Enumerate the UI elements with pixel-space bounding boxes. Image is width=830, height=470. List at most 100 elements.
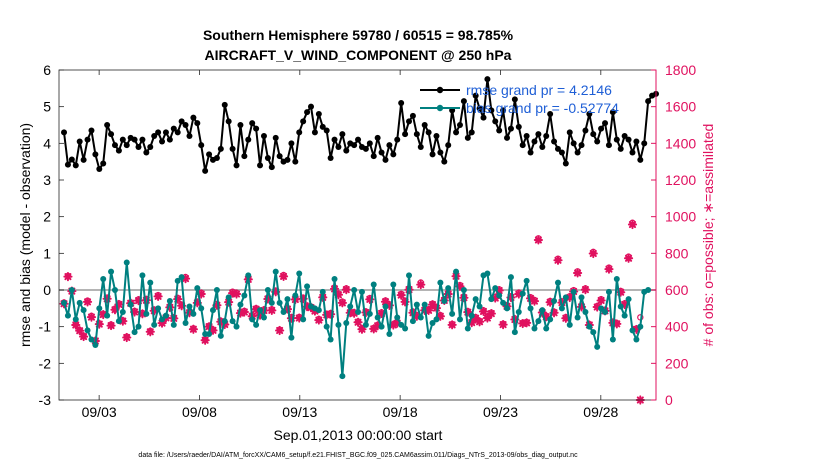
y2-tick-label: 200	[665, 355, 689, 371]
obs-assimilated-marker	[424, 305, 434, 315]
bias-marker	[80, 307, 87, 314]
obs-assimilated-marker	[384, 300, 395, 310]
bias-marker	[143, 310, 150, 317]
obs-assimilated-marker	[447, 320, 457, 330]
x-tick-label: 09/08	[182, 404, 217, 420]
rmse-marker	[119, 136, 126, 143]
obs-assimilated-marker	[380, 297, 391, 307]
rmse-marker	[402, 131, 409, 138]
rmse-marker	[406, 118, 413, 125]
rmse-marker	[76, 138, 83, 145]
obs-assimilated-marker	[525, 293, 536, 304]
bias-marker	[339, 373, 346, 380]
bias-marker	[578, 294, 585, 301]
bias-marker	[617, 303, 624, 310]
bias-marker	[92, 342, 99, 348]
bias-marker	[100, 276, 107, 282]
rmse-marker	[539, 144, 546, 150]
rmse-marker	[609, 109, 616, 116]
obs-assimilated-marker	[620, 299, 630, 310]
rmse-marker	[562, 160, 569, 167]
obs-assimilated-marker	[592, 302, 602, 312]
obs-assimilated-marker	[275, 325, 285, 336]
rmse-marker	[139, 136, 146, 143]
obs-assimilated-marker	[522, 318, 532, 328]
obs-assimilated-marker	[533, 235, 543, 245]
bias-marker	[562, 294, 569, 301]
rmse-marker	[398, 100, 405, 106]
bias-marker	[135, 323, 142, 330]
bias-marker	[272, 268, 279, 275]
rmse-marker	[92, 151, 99, 158]
bias-marker	[260, 314, 267, 321]
rmse-marker	[202, 167, 209, 174]
data-file-footer: data file: /Users/raeder/DAI/ATM_forcXX/…	[138, 452, 578, 459]
rmse-marker	[88, 127, 95, 134]
obs-assimilated-marker	[231, 289, 242, 299]
y2-tick-label: 600	[665, 282, 689, 298]
bias-marker	[421, 301, 428, 308]
y-axis-ticks: -3 -2 -1 0 1 2 3 4 5 6	[39, 62, 64, 408]
obs-assimilated-marker	[474, 317, 485, 327]
y-tick-label: 0	[43, 282, 51, 298]
y-tick-label: 2	[43, 209, 51, 225]
legend-rmse-marker	[436, 86, 444, 94]
obs-assimilated-marker	[506, 292, 516, 303]
rmse-marker	[492, 118, 499, 125]
bias-marker	[276, 299, 283, 306]
obs-assimilated-marker	[239, 307, 249, 317]
plot-area	[59, 70, 656, 400]
rmse-marker	[578, 142, 585, 149]
obs-assimilated-marker	[173, 294, 183, 304]
obs-assimilated-marker	[623, 253, 634, 263]
obs-assimilated-marker	[180, 274, 191, 284]
rmse-marker	[182, 122, 189, 128]
bias-marker	[621, 312, 628, 319]
bias-marker	[194, 285, 201, 292]
bias-marker	[241, 292, 248, 299]
rmse-marker	[315, 111, 322, 117]
bias-marker	[139, 272, 146, 279]
rmse-marker	[625, 136, 632, 143]
bias-marker	[598, 305, 605, 312]
rmse-marker	[213, 155, 220, 161]
bias-marker	[229, 318, 236, 325]
rmse-marker	[594, 138, 601, 145]
rmse-marker	[570, 140, 577, 147]
obs-assimilated-marker	[365, 294, 375, 304]
bias-marker	[449, 310, 456, 317]
obs-assimilated-marker	[529, 296, 540, 306]
obs-assimilated-marker	[200, 335, 210, 345]
rmse-marker	[425, 129, 432, 136]
rmse-series	[61, 76, 659, 174]
bias-marker	[590, 329, 597, 336]
obs-assimilated-marker	[212, 300, 222, 310]
rmse-marker	[64, 161, 71, 168]
x-tick-label: 09/18	[383, 404, 418, 420]
rmse-marker	[633, 138, 640, 145]
bias-marker	[543, 325, 550, 332]
bias-marker	[162, 312, 169, 319]
bias-marker	[613, 276, 620, 282]
rmse-marker	[123, 142, 130, 149]
bias-marker	[127, 301, 134, 308]
rmse-marker	[617, 145, 624, 152]
bias-marker	[453, 268, 460, 275]
bias-marker	[374, 314, 381, 321]
bias-marker	[605, 288, 612, 295]
rmse-marker	[225, 118, 232, 125]
rmse-marker	[519, 142, 526, 149]
obs-assimilated-marker	[255, 310, 265, 320]
rmse-marker	[264, 155, 271, 161]
bias-marker	[570, 288, 577, 295]
bias-marker	[362, 321, 369, 328]
y-tick-label: 4	[43, 135, 51, 151]
obs-assimilated-marker	[157, 318, 167, 328]
rmse-marker	[108, 131, 115, 138]
rmse-marker	[276, 153, 283, 160]
obs-assimilated-marker	[498, 320, 508, 330]
x-tick-label: 09/13	[282, 404, 317, 420]
bias-marker	[292, 292, 299, 299]
obs-assimilated-marker	[141, 295, 151, 305]
rmse-marker	[80, 156, 87, 163]
